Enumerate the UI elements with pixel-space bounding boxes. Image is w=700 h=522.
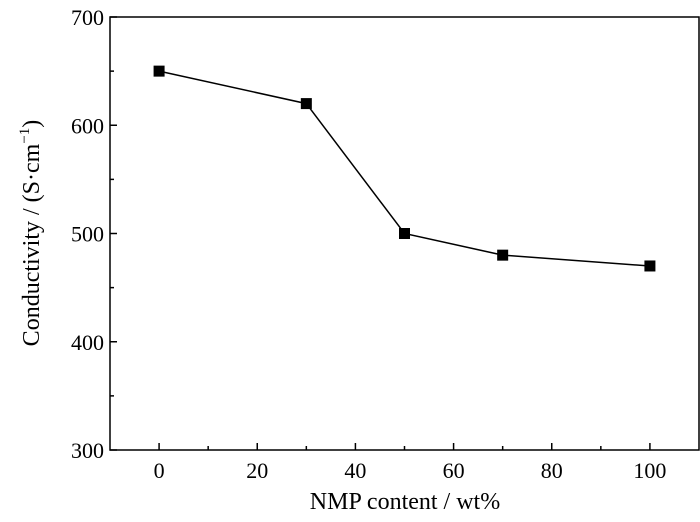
y-tick-label: 400	[71, 330, 104, 355]
x-tick-label: 80	[541, 458, 563, 483]
y-axis-title-exponent: −1	[17, 128, 33, 144]
y-tick-label: 300	[71, 438, 104, 463]
data-point-marker	[399, 228, 410, 239]
y-tick-label: 500	[71, 222, 104, 247]
data-point-marker	[153, 65, 165, 77]
x-axis-title: NMP content / wt%	[310, 489, 500, 515]
x-tick-label: 0	[154, 458, 165, 483]
data-point-marker	[644, 260, 656, 272]
y-axis-title-suffix: )	[19, 120, 45, 128]
x-tick-label: 20	[246, 458, 268, 483]
x-tick-label: 60	[443, 458, 465, 483]
x-axis-ticks: 0 20 40 60 80 100	[154, 443, 666, 483]
y-axis-ticks: 300 400 500 600 700	[71, 5, 117, 463]
x-tick-label: 100	[633, 458, 666, 483]
data-point-marker	[497, 249, 509, 261]
y-axis-title-main: Conductivity / (S·cm	[19, 143, 45, 346]
data-point-marker	[300, 98, 312, 110]
y-tick-label: 700	[71, 5, 104, 30]
series-layer	[153, 65, 656, 272]
y-axis-title: Conductivity / (S·cm−1)	[17, 120, 45, 347]
y-tick-label: 600	[71, 113, 104, 138]
x-tick-label: 40	[344, 458, 366, 483]
